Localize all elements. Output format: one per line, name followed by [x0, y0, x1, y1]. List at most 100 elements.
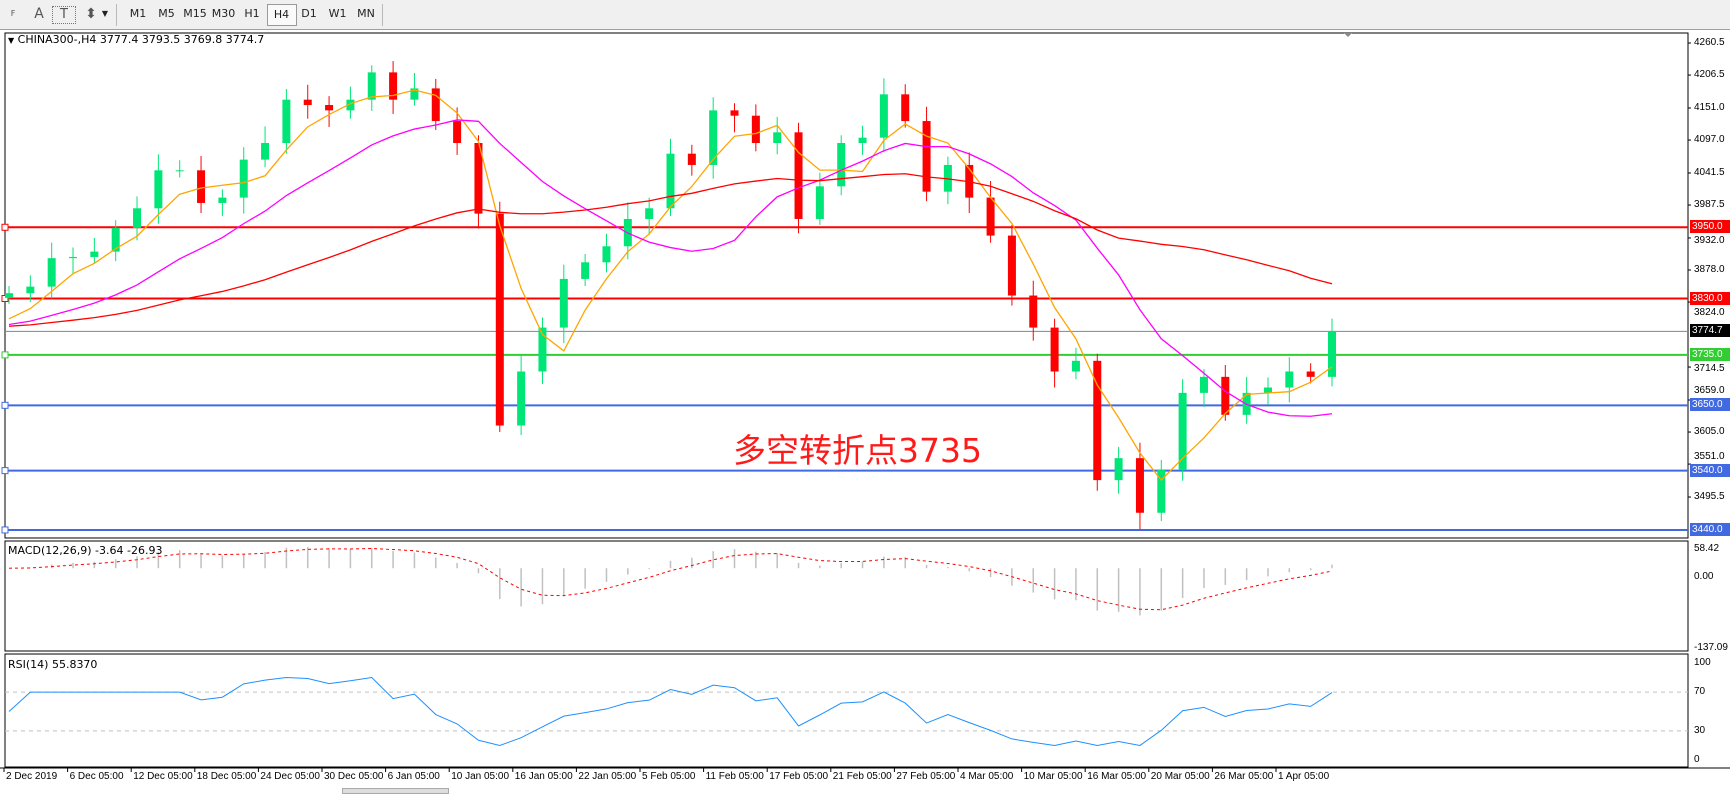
chart-canvas[interactable] — [0, 29, 1730, 792]
time-axis-label: 5 Feb 05:00 — [642, 771, 696, 782]
candle-body[interactable] — [133, 208, 142, 228]
candle-body[interactable] — [815, 186, 824, 219]
candle-body[interactable] — [367, 72, 376, 100]
horizontal-scrollbar[interactable] — [342, 788, 449, 794]
candle-body[interactable] — [90, 251, 99, 257]
timeframe-m30[interactable]: M30 — [211, 7, 236, 20]
candle-body[interactable] — [282, 99, 291, 144]
candle-body[interactable] — [751, 115, 760, 144]
time-axis-label: 6 Jan 05:00 — [387, 771, 440, 782]
timeframe-h1[interactable]: H1 — [244, 7, 260, 20]
candle-body[interactable] — [218, 197, 227, 203]
candle-body[interactable] — [410, 88, 419, 100]
candle-body[interactable] — [325, 105, 334, 111]
timeframe-m1[interactable]: M1 — [129, 7, 147, 20]
candle-body[interactable] — [1199, 376, 1208, 393]
candle-body[interactable] — [453, 121, 462, 144]
candle-body[interactable] — [47, 258, 56, 287]
level-price-label: 3540.0 — [1690, 463, 1730, 477]
timeframe-mn[interactable]: MN — [357, 7, 375, 20]
level-price-label: 3830.0 — [1690, 291, 1730, 305]
arrows-icon[interactable]: ⬍ — [85, 6, 97, 22]
candle-body[interactable] — [517, 371, 526, 426]
chart-shift-icon[interactable] — [1344, 33, 1352, 37]
candle-body[interactable] — [1093, 360, 1102, 481]
text-icon[interactable]: A — [34, 6, 44, 22]
time-axis-label: 18 Dec 05:00 — [196, 771, 257, 782]
candle-body[interactable] — [1263, 387, 1272, 393]
candle-body[interactable] — [645, 208, 654, 219]
level-price-label: 3440.0 — [1690, 522, 1730, 536]
candle-body[interactable] — [261, 143, 270, 160]
candle-body[interactable] — [1135, 458, 1144, 513]
candle-body[interactable] — [1306, 371, 1315, 377]
candle-body[interactable] — [602, 246, 611, 263]
candle-body[interactable] — [901, 94, 910, 122]
candle-body[interactable] — [175, 170, 184, 172]
candle-body[interactable] — [346, 99, 355, 111]
candle-body[interactable] — [559, 278, 568, 328]
candle-body[interactable] — [922, 121, 931, 192]
candle-body[interactable] — [1157, 469, 1166, 513]
macd-tick-label: -137.09 — [1694, 642, 1728, 653]
candle-body[interactable] — [1285, 371, 1294, 388]
candle-body[interactable] — [794, 132, 803, 219]
candle-body[interactable] — [1029, 295, 1038, 328]
timeframe-m5[interactable]: M5 — [158, 7, 175, 20]
text-label-icon[interactable]: T — [52, 6, 76, 24]
chevron-down-icon[interactable]: ▼ — [101, 9, 109, 18]
candle-body[interactable] — [879, 94, 888, 138]
candle-body[interactable] — [1221, 376, 1230, 415]
candle-body[interactable] — [538, 327, 547, 372]
level-anchor-icon[interactable] — [1, 401, 9, 409]
price-tick-label: 3495.5 — [1694, 491, 1725, 503]
candle-body[interactable] — [389, 72, 398, 100]
level-anchor-icon[interactable] — [1, 467, 9, 475]
candle-body[interactable] — [1328, 331, 1336, 377]
candle-body[interactable] — [474, 143, 483, 214]
candle-body[interactable] — [666, 153, 675, 209]
time-axis-label: 6 Dec 05:00 — [69, 771, 124, 782]
toolbar-separator — [382, 4, 383, 26]
candle-body[interactable] — [495, 213, 504, 426]
candle-body[interactable] — [858, 137, 867, 144]
candle-body[interactable] — [69, 256, 78, 259]
candle-body[interactable] — [1050, 327, 1059, 372]
timeframe-m15[interactable]: M15 — [183, 7, 207, 20]
candle-body[interactable] — [26, 286, 35, 294]
candle-body[interactable] — [431, 88, 440, 122]
candle-body[interactable] — [111, 227, 120, 252]
price-tick-label: 3605.0 — [1694, 426, 1725, 438]
level-anchor-icon[interactable] — [1, 223, 9, 231]
candle-body[interactable] — [986, 197, 995, 236]
candle-body[interactable] — [581, 262, 590, 279]
level-anchor-icon[interactable] — [1, 351, 9, 359]
level-price-label: 3950.0 — [1690, 220, 1730, 234]
annotation-text[interactable]: 多空转折点3735 — [733, 431, 982, 470]
timeframe-w1[interactable]: W1 — [328, 7, 347, 20]
candle-body[interactable] — [773, 132, 782, 144]
candle-body[interactable] — [5, 293, 13, 298]
time-axis-label: 26 Mar 05:00 — [1214, 771, 1274, 782]
candle-body[interactable] — [730, 110, 739, 116]
candle-body[interactable] — [1071, 360, 1080, 372]
candle-body[interactable] — [709, 110, 718, 165]
candle-body[interactable] — [239, 159, 248, 198]
period-separator-icon[interactable]: F — [10, 9, 16, 18]
candle-body[interactable] — [687, 153, 696, 165]
level-anchor-icon[interactable] — [1, 526, 9, 534]
timeframe-h4[interactable]: H4 — [266, 4, 297, 26]
candle-body[interactable] — [197, 170, 206, 203]
candle-body[interactable] — [1114, 458, 1123, 481]
candle-body[interactable] — [303, 99, 312, 106]
candle-body[interactable] — [154, 170, 163, 209]
candle-body[interactable] — [1178, 392, 1187, 470]
rsi-tick-label: 70 — [1694, 686, 1706, 698]
timeframe-d1[interactable]: D1 — [301, 7, 317, 20]
time-axis-label: 30 Dec 05:00 — [324, 771, 384, 782]
candle-body[interactable] — [1007, 235, 1016, 296]
collapse-triangle-icon[interactable]: ▼ — [8, 36, 15, 45]
candle-body[interactable] — [837, 143, 846, 187]
time-axis-label: 21 Feb 05:00 — [832, 771, 892, 782]
level-price-label: 3735.0 — [1690, 347, 1730, 361]
